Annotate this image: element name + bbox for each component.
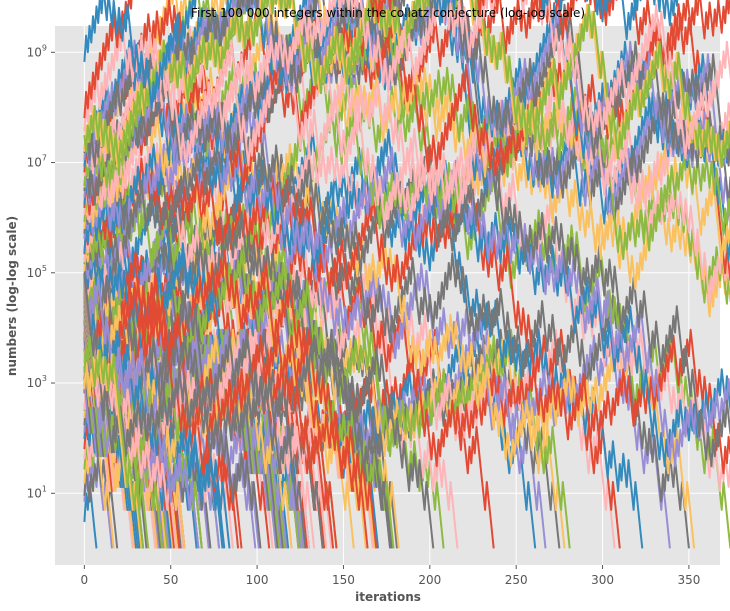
x-tick-label: 0 xyxy=(81,573,89,587)
x-tick-label: 100 xyxy=(246,573,269,587)
series-line xyxy=(83,274,392,549)
series-line xyxy=(83,50,730,212)
y-tick-label: 103 xyxy=(27,374,47,390)
y-tick-label: 109 xyxy=(27,43,47,59)
series-line xyxy=(83,0,730,168)
series-line xyxy=(83,335,145,549)
x-tick-label: 300 xyxy=(591,573,614,587)
series-line xyxy=(83,0,679,110)
x-axis-label: iterations xyxy=(355,590,421,604)
x-tick-label: 250 xyxy=(505,573,528,587)
x-tick-label: 200 xyxy=(418,573,441,587)
series-line xyxy=(83,112,730,468)
x-tick-label: 150 xyxy=(332,573,355,587)
series-line xyxy=(83,273,338,549)
y-axis-label: numbers (log-log scale) xyxy=(5,216,19,376)
series-group xyxy=(83,0,730,549)
series-line xyxy=(83,0,730,169)
y-tick-label: 107 xyxy=(27,154,47,170)
chart-title: First 100 000 integers within the collat… xyxy=(191,6,585,20)
series-line xyxy=(83,0,730,260)
y-tick-label: 105 xyxy=(27,264,47,280)
x-tick-label: 350 xyxy=(677,573,700,587)
series-line xyxy=(83,452,119,549)
x-tick-label: 50 xyxy=(163,573,178,587)
series-line xyxy=(83,127,730,492)
x-ticks: 0 50 100 150 200 250 300 350 xyxy=(81,565,700,587)
y-tick-label: 101 xyxy=(27,484,47,500)
y-ticks: 101 103 105 107 109 xyxy=(27,43,55,500)
series-line xyxy=(83,272,200,549)
series-line xyxy=(83,272,307,549)
